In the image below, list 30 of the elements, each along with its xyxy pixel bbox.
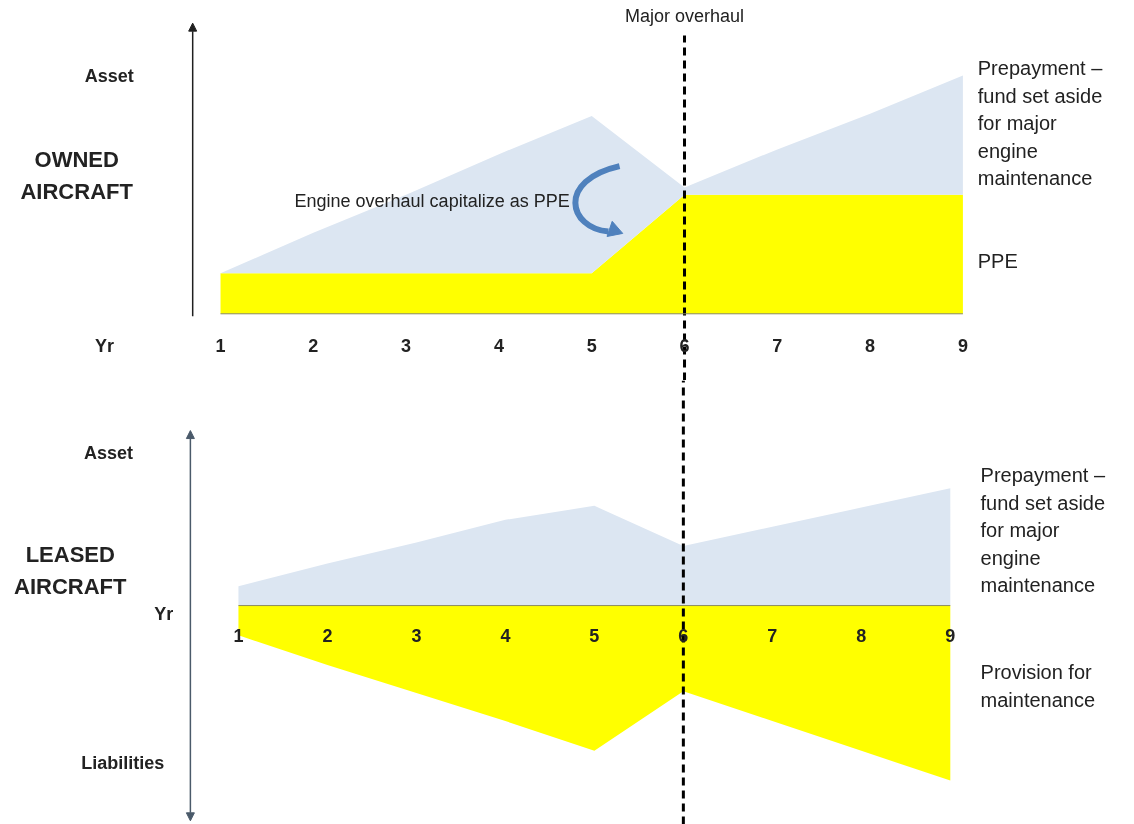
x-tick-label: 8	[865, 336, 876, 357]
series-label: Provision for maintenance	[980, 661, 1096, 711]
x-axis-title: Yr	[95, 335, 115, 356]
x-tick-label: 6	[679, 336, 690, 357]
series-label: PPE	[977, 250, 1018, 273]
text: Asset	[84, 65, 134, 86]
x-tick-label: 5	[589, 625, 600, 646]
x-tick-label: 9	[957, 336, 968, 357]
x-tick-label: 1	[233, 625, 244, 646]
x-tick-label: 1	[215, 336, 226, 357]
x-tick-label: 5	[586, 336, 597, 357]
y-axis-title: OWNED AIRCRAFT	[20, 147, 134, 204]
text: Asset	[84, 443, 134, 464]
x-tick-label: 2	[308, 336, 319, 357]
x-tick-label: 6	[678, 625, 689, 646]
series-label: Prepayment – fund set aside for major engine maintenance	[977, 57, 1104, 190]
series-label: Prepayment – fund set aside for major engine maintenance	[980, 464, 1106, 597]
text: Liabilities	[81, 753, 165, 774]
annotation: Engine overhaul capitalize as PPE	[294, 190, 570, 211]
x-tick-label: 8	[856, 625, 867, 646]
x-tick-label: 3	[401, 336, 412, 357]
x-tick-label: 4	[500, 625, 511, 646]
x-tick-label: 7	[772, 336, 783, 357]
x-axis-title: Yr	[154, 603, 174, 624]
x-tick-label: 7	[767, 625, 778, 646]
x-tick-label: 3	[411, 625, 422, 646]
y-axis-title: LEASED AIRCRAFT	[14, 542, 128, 599]
ref-line-label: Major overhaul	[624, 5, 745, 26]
x-tick-label: 2	[322, 625, 333, 646]
x-tick-label: 4	[493, 336, 504, 357]
